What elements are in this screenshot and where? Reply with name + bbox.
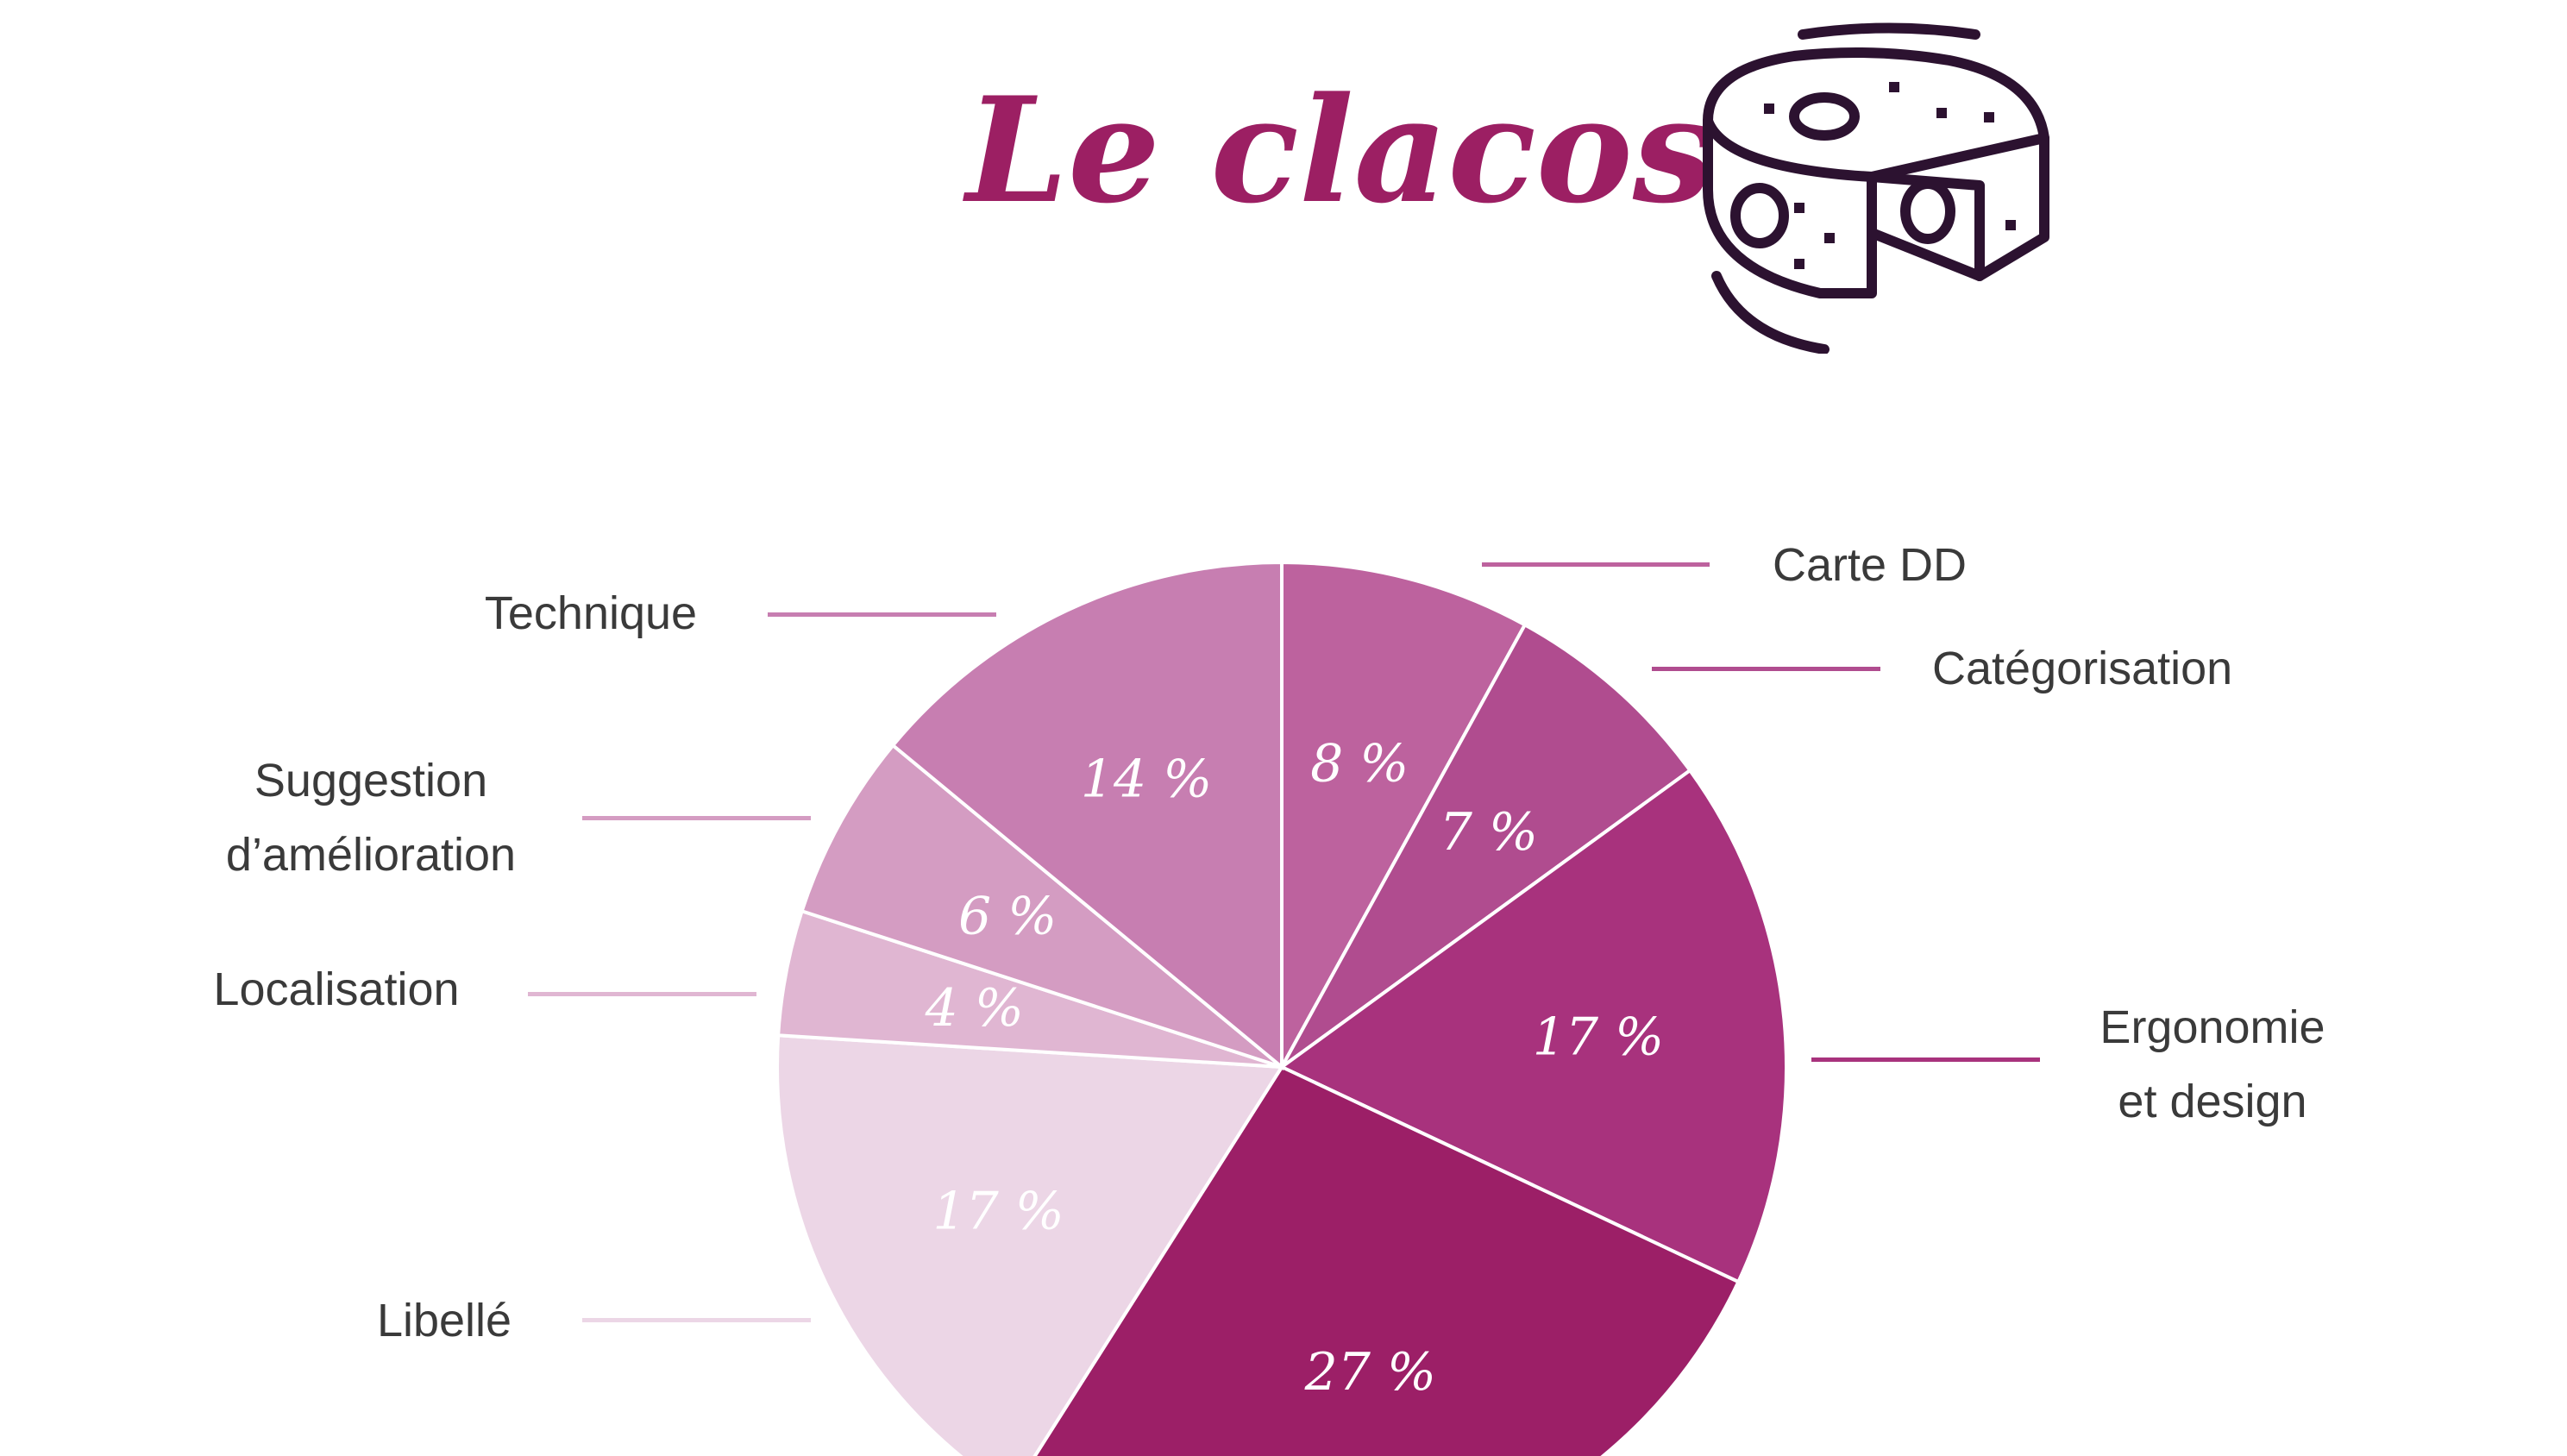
legend-leader-line [1652, 667, 1880, 671]
legend-label: Technique [484, 587, 698, 639]
pie-slice [1280, 560, 1528, 1068]
cheese-icon [1703, 22, 2049, 354]
legend-label: Catégorisation [1932, 643, 2233, 694]
slice-data-label: 6 % [958, 886, 1057, 946]
legend-label: Localisation [213, 963, 460, 1015]
legend-label: Suggestion d’amélioration [225, 755, 517, 881]
pie-slice [1032, 1064, 1741, 1456]
legend-leader-line [582, 816, 811, 820]
legend-label: Carte DD [1773, 539, 1968, 591]
pie-slice [1278, 768, 1788, 1284]
legend-label: Ergonomie et design [2099, 1001, 2325, 1127]
slice-data-label: 14 % [1081, 750, 1212, 810]
pie-slice [800, 743, 1284, 1069]
legend-leader-line [1482, 562, 1710, 567]
legend-leader-line [768, 612, 996, 617]
slice-data-label: 17 % [932, 1181, 1064, 1241]
page-title: Le clacos [966, 65, 1715, 235]
legend-label: Libellé [376, 1295, 512, 1346]
legend-leader-line [582, 1318, 811, 1322]
pie-slice [890, 560, 1284, 1071]
legend-leader-line [1811, 1057, 2040, 1062]
slice-data-label: 7 % [1440, 802, 1538, 863]
pie-slice [1280, 622, 1693, 1069]
slice-data-label: 4 % [925, 978, 1024, 1039]
slice-data-label: 17 % [1533, 1007, 1664, 1067]
slice-data-label: 8 % [1310, 734, 1409, 794]
slice-data-label: 27 % [1304, 1342, 1436, 1403]
pie-slice [775, 1033, 1285, 1456]
legend-leader-line [528, 992, 756, 996]
